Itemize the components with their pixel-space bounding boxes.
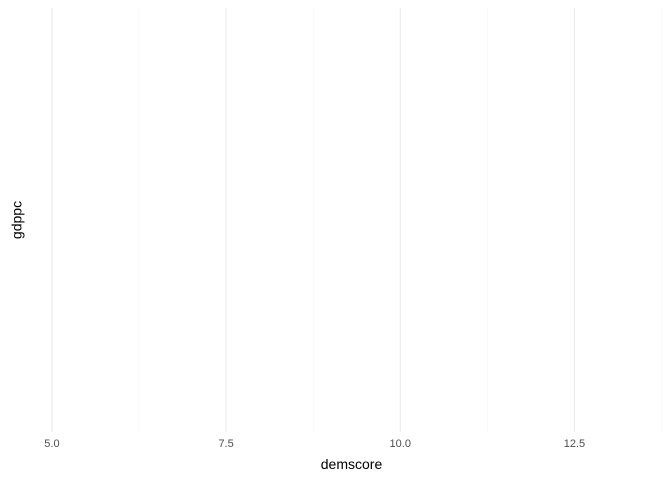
y-axis-title: gdppc [9, 201, 25, 239]
x-tick-label: 5.0 [44, 438, 59, 450]
plot-panel [51, 8, 662, 432]
x-axis-title: demscore [321, 456, 383, 472]
x-tick-labels: 5.0 7.5 10.0 12.5 [44, 438, 585, 450]
x-tick-label: 7.5 [218, 438, 233, 450]
x-tick-label: 12.5 [564, 438, 585, 450]
x-tick-label: 10.0 [390, 438, 411, 450]
